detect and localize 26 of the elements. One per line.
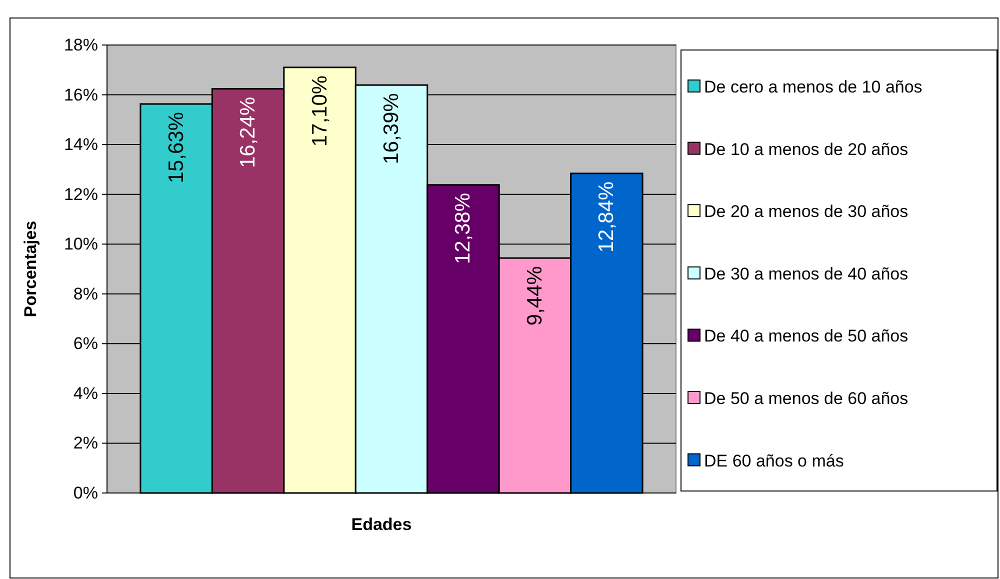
y-axis-title: Porcentajes (21, 220, 40, 318)
data-label: 16,39% (380, 93, 403, 164)
y-tick-label: 14% (64, 135, 98, 154)
y-tick-label: 12% (64, 184, 98, 204)
y-tick-label: 6% (73, 334, 98, 354)
legend-label: De 30 a menos de 40 años (704, 264, 908, 284)
legend-label: De 20 a menos de 30 años (704, 202, 908, 222)
x-axis-title: Edades (351, 515, 412, 534)
y-tick-label: 16% (64, 85, 98, 104)
data-label: 12,38% (452, 192, 475, 264)
data-label: 15,63% (164, 112, 188, 184)
legend-label: De 40 a menos de 50 años (704, 326, 908, 346)
legend-label: De cero a menos de 10 años (704, 78, 922, 96)
y-tick-label: 8% (73, 284, 98, 304)
y-tick-label: 2% (73, 434, 98, 453)
legend-label: De 10 a menos de 20 años (704, 140, 908, 159)
legend-label: De 50 a menos de 60 años (704, 389, 908, 408)
y-tick-label: 18% (64, 36, 98, 54)
data-label: 9,44% (523, 266, 546, 326)
legend-label: DE 60 años o más (704, 451, 844, 470)
data-label: 17,10% (308, 75, 332, 147)
y-tick-label: 0% (73, 484, 98, 502)
data-label: 12,84% (595, 181, 618, 253)
data-label: 16,24% (236, 96, 260, 168)
y-tick-label: 10% (64, 234, 98, 254)
y-tick-label: 4% (73, 384, 98, 403)
